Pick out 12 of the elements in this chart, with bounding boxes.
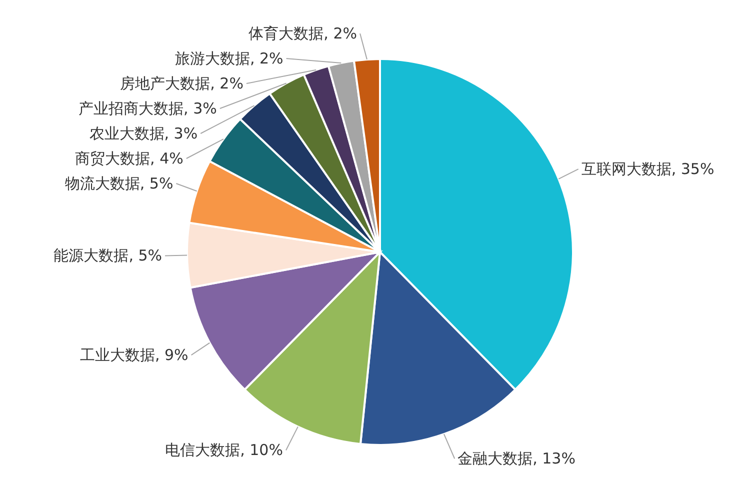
slice-label: 商贸大数据, 4% [75, 150, 184, 168]
slice-label: 物流大数据, 5% [64, 174, 174, 192]
slice-label: 金融大数据, 13% [458, 450, 576, 468]
slice-label: 体育大数据, 2% [248, 24, 358, 42]
slice-label: 能源大数据, 5% [54, 246, 162, 265]
slice-label: 旅游大数据, 2% [174, 50, 284, 68]
slice-label: 农业大数据, 3% [89, 124, 198, 142]
slice-label: 工业大数据, 9% [80, 346, 188, 364]
slice-label: 房地产大数据, 2% [120, 74, 244, 92]
slice-label: 产业招商大数据, 3% [78, 100, 217, 118]
slice-label: 互联网大数据, 35% [581, 160, 714, 178]
slice-label: 电信大数据, 10% [165, 441, 283, 460]
